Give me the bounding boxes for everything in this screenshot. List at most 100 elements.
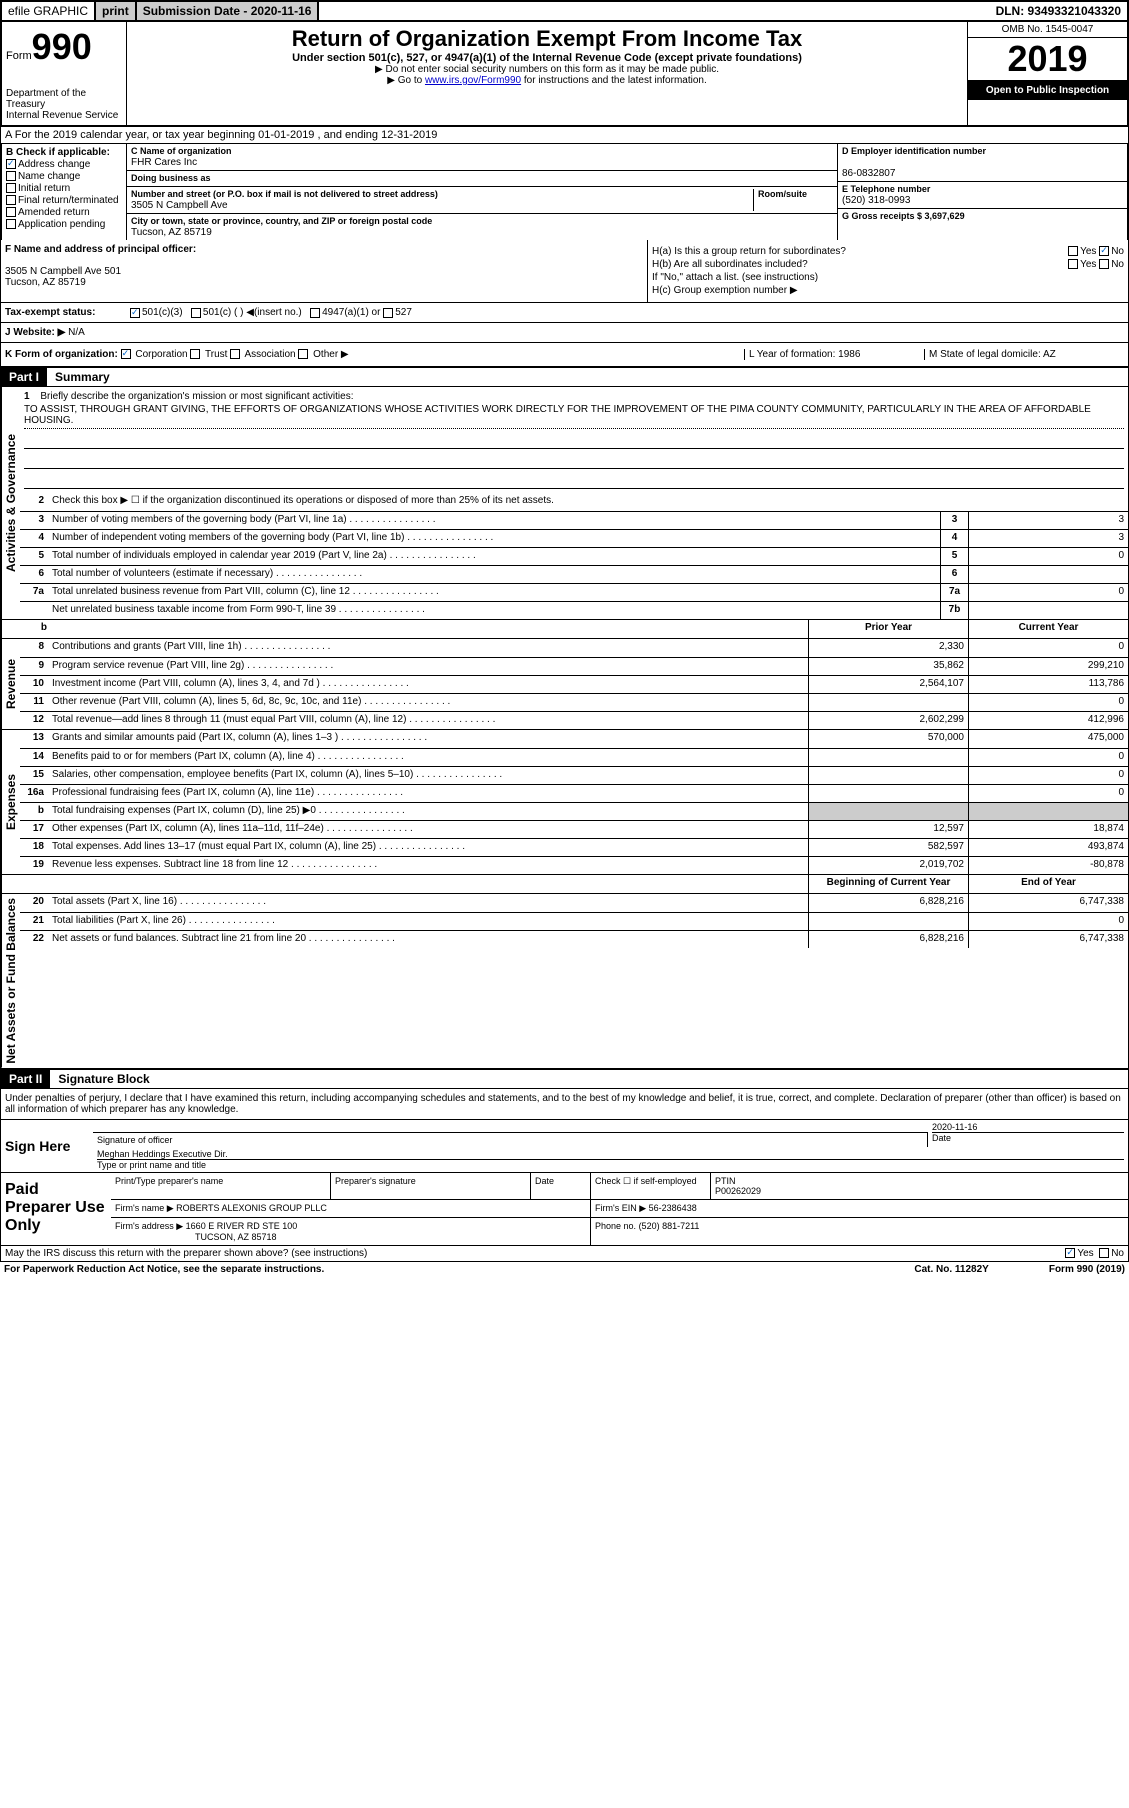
final-return-checkbox[interactable] bbox=[6, 195, 16, 205]
summary-line: 10Investment income (Part VIII, column (… bbox=[20, 675, 1128, 693]
sig-intro: Under penalties of perjury, I declare th… bbox=[0, 1089, 1129, 1120]
paid-preparer-block: Paid Preparer Use Only Print/Type prepar… bbox=[0, 1173, 1129, 1246]
form-subtitle: Under section 501(c), 527, or 4947(a)(1)… bbox=[131, 52, 963, 64]
revenue-section: Revenue 8Contributions and grants (Part … bbox=[0, 639, 1129, 730]
discuss-row: May the IRS discuss this return with the… bbox=[0, 1246, 1129, 1262]
irs-label: Internal Revenue Service bbox=[6, 110, 122, 121]
gov-line: 2Check this box ▶ ☐ if the organization … bbox=[20, 493, 1128, 511]
col-c-org: C Name of organizationFHR Cares Inc Doin… bbox=[127, 144, 837, 240]
tax-year: 2019 bbox=[968, 38, 1127, 81]
top-bar: efile GRAPHIC print Submission Date - 20… bbox=[0, 0, 1129, 22]
501c-checkbox[interactable] bbox=[191, 308, 201, 318]
paperwork-notice: For Paperwork Reduction Act Notice, see … bbox=[4, 1264, 324, 1275]
revenue-header-row: b Prior Year Current Year bbox=[0, 620, 1129, 639]
summary-line: 13Grants and similar amounts paid (Part … bbox=[20, 730, 1128, 748]
submission-date: Submission Date - 2020-11-16 bbox=[137, 2, 320, 20]
prior-year-hdr: Prior Year bbox=[808, 620, 968, 638]
summary-line: 9Program service revenue (Part VIII, lin… bbox=[20, 657, 1128, 675]
part1-title: Summary bbox=[47, 368, 118, 386]
4947-checkbox[interactable] bbox=[310, 308, 320, 318]
501c3-checkbox[interactable] bbox=[130, 308, 140, 318]
net-assets-section: Net Assets or Fund Balances 20Total asse… bbox=[0, 894, 1129, 1070]
governance-section: Activities & Governance 1 Briefly descri… bbox=[0, 387, 1129, 620]
summary-line: 11Other revenue (Part VIII, column (A), … bbox=[20, 693, 1128, 711]
sign-here-block: Sign Here Signature of officer 2020-11-1… bbox=[0, 1120, 1129, 1173]
ein-value: 86-0832807 bbox=[842, 168, 895, 179]
net-side-label: Net Assets or Fund Balances bbox=[1, 894, 20, 1068]
principal-officer: F Name and address of principal officer:… bbox=[1, 240, 648, 302]
summary-line: 14Benefits paid to or for members (Part … bbox=[20, 748, 1128, 766]
summary-line: 17Other expenses (Part IX, column (A), l… bbox=[20, 820, 1128, 838]
part1-header: Part I Summary bbox=[0, 368, 1129, 387]
initial-return-checkbox[interactable] bbox=[6, 183, 16, 193]
firm-phone: (520) 881-7211 bbox=[639, 1221, 700, 1231]
form-number: 990 bbox=[32, 26, 92, 67]
ptin: P00262029 bbox=[715, 1186, 761, 1196]
expenses-side-label: Expenses bbox=[1, 730, 20, 874]
527-checkbox[interactable] bbox=[383, 308, 393, 318]
irs-link[interactable]: www.irs.gov/Form990 bbox=[425, 75, 521, 86]
assoc-checkbox[interactable] bbox=[230, 349, 240, 359]
hb-no[interactable] bbox=[1099, 259, 1109, 269]
print-button[interactable]: print bbox=[96, 2, 137, 20]
current-year-hdr: Current Year bbox=[968, 620, 1128, 638]
dept-label: Department of the Treasury bbox=[6, 88, 122, 110]
col-d-ein: D Employer identification number86-08328… bbox=[837, 144, 1127, 240]
form-ref: Form 990 (2019) bbox=[1049, 1264, 1125, 1275]
net-header-row: Beginning of Current Year End of Year bbox=[0, 875, 1129, 894]
name-change-checkbox[interactable] bbox=[6, 171, 16, 181]
org-info-block: B Check if applicable: Address change Na… bbox=[0, 144, 1129, 240]
website-value: N/A bbox=[68, 327, 85, 338]
revenue-side-label: Revenue bbox=[1, 639, 20, 729]
row-k: K Form of organization: Corporation Trus… bbox=[0, 343, 1129, 368]
website-row: J Website: ▶ N/A bbox=[0, 323, 1129, 343]
corp-checkbox[interactable] bbox=[121, 349, 131, 359]
trust-checkbox[interactable] bbox=[190, 349, 200, 359]
summary-line: 22Net assets or fund balances. Subtract … bbox=[20, 930, 1128, 948]
summary-line: 18Total expenses. Add lines 13–17 (must … bbox=[20, 838, 1128, 856]
addr-change-checkbox[interactable] bbox=[6, 159, 16, 169]
firm-name: ROBERTS ALEXONIS GROUP PLLC bbox=[176, 1203, 327, 1213]
org-name: FHR Cares Inc bbox=[131, 157, 197, 168]
mission-text: TO ASSIST, THROUGH GRANT GIVING, THE EFF… bbox=[24, 402, 1124, 429]
discuss-yes[interactable] bbox=[1065, 1248, 1075, 1258]
line-a: A For the 2019 calendar year, or tax yea… bbox=[0, 127, 1129, 144]
hb-yes[interactable] bbox=[1068, 259, 1078, 269]
form-header: Form990 Department of the Treasury Inter… bbox=[0, 22, 1129, 127]
firm-addr2: TUCSON, AZ 85718 bbox=[195, 1232, 277, 1242]
end-year-hdr: End of Year bbox=[968, 875, 1128, 893]
footer: For Paperwork Reduction Act Notice, see … bbox=[0, 1262, 1129, 1277]
dln: DLN: 93493321043320 bbox=[990, 2, 1127, 20]
tax-status-row: Tax-exempt status: 501(c)(3) 501(c) ( ) … bbox=[0, 303, 1129, 323]
summary-line: 15Salaries, other compensation, employee… bbox=[20, 766, 1128, 784]
cat-no: Cat. No. 11282Y bbox=[914, 1264, 988, 1275]
city-state: Tucson, AZ 85719 bbox=[131, 227, 212, 238]
amended-checkbox[interactable] bbox=[6, 207, 16, 217]
firm-ein: 56-2386438 bbox=[649, 1203, 697, 1213]
link-note: ▶ Go to www.irs.gov/Form990 for instruct… bbox=[131, 75, 963, 86]
efile-label: efile GRAPHIC bbox=[2, 2, 96, 20]
summary-line: 21Total liabilities (Part X, line 26)0 bbox=[20, 912, 1128, 930]
header-title-block: Return of Organization Exempt From Incom… bbox=[127, 22, 967, 125]
gov-line: 7aTotal unrelated business revenue from … bbox=[20, 583, 1128, 601]
app-pending-checkbox[interactable] bbox=[6, 219, 16, 229]
col-b-checkboxes: B Check if applicable: Address change Na… bbox=[2, 144, 127, 240]
ha-yes[interactable] bbox=[1068, 246, 1078, 256]
ha-no[interactable] bbox=[1099, 246, 1109, 256]
gross-receipts: G Gross receipts $ 3,697,629 bbox=[842, 211, 965, 221]
other-checkbox[interactable] bbox=[298, 349, 308, 359]
governance-side-label: Activities & Governance bbox=[1, 387, 20, 619]
firm-addr1: 1660 E RIVER RD STE 100 bbox=[186, 1221, 298, 1231]
summary-line: 8Contributions and grants (Part VIII, li… bbox=[20, 639, 1128, 657]
paid-preparer-label: Paid Preparer Use Only bbox=[1, 1173, 111, 1245]
group-return: H(a) Is this a group return for subordin… bbox=[648, 240, 1128, 302]
year-formation: L Year of formation: 1986 bbox=[744, 349, 924, 360]
header-right-block: OMB No. 1545-0047 2019 Open to Public In… bbox=[967, 22, 1127, 125]
discuss-no[interactable] bbox=[1099, 1248, 1109, 1258]
form-title: Return of Organization Exempt From Incom… bbox=[131, 26, 963, 52]
summary-line: 19Revenue less expenses. Subtract line 1… bbox=[20, 856, 1128, 874]
gov-line: 5Total number of individuals employed in… bbox=[20, 547, 1128, 565]
gov-line: 6Total number of volunteers (estimate if… bbox=[20, 565, 1128, 583]
officer-name: Meghan Heddings Executive Dir. bbox=[97, 1149, 228, 1159]
summary-line: 20Total assets (Part X, line 16)6,828,21… bbox=[20, 894, 1128, 912]
